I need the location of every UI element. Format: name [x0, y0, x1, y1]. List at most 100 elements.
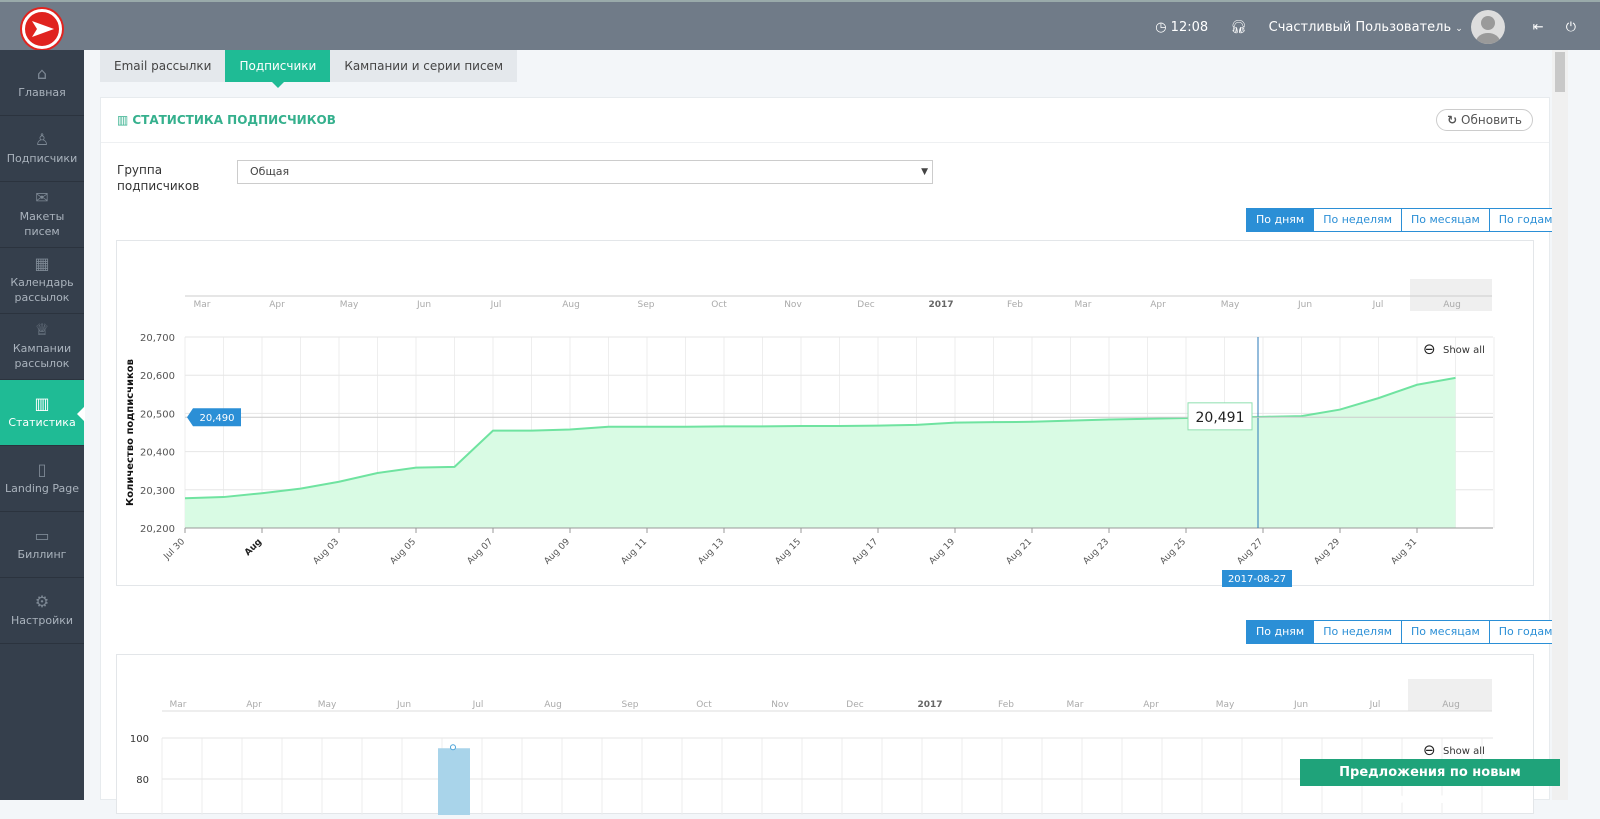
tab-1[interactable]: Подписчики: [225, 50, 331, 88]
sidebar-item-7[interactable]: ▭ Биллинг: [0, 512, 84, 578]
sidebar-item-2[interactable]: ✉ Макеты писем: [0, 182, 84, 248]
sidebar-item-0[interactable]: ⌂ Главная: [0, 50, 84, 116]
group-label: Группа подписчиков: [117, 163, 200, 193]
navigator-label: May: [340, 300, 359, 310]
sidebar-item-6[interactable]: ▯ Landing Page: [0, 446, 84, 512]
navigator-label: Oct: [696, 700, 712, 710]
navigator-label: May: [318, 700, 337, 710]
sidebar-item-label: Главная: [18, 85, 66, 99]
sidebar-item-1[interactable]: ♙ Подписчики: [0, 116, 84, 182]
navigator-label: Aug: [1442, 700, 1460, 710]
navigator-label: Mar: [194, 300, 211, 310]
y-tick-label: 80: [136, 775, 149, 786]
gear-icon: ⚙: [34, 591, 50, 611]
navigator-label: Jun: [1297, 300, 1312, 310]
y-tick-label: 20,700: [140, 333, 175, 344]
crosshair-y-label: 20,490: [200, 413, 235, 424]
user-menu[interactable]: Счастливый Пользователь ⌄: [1268, 19, 1463, 35]
users-icon: ♙: [34, 129, 50, 149]
y-tick-label: 20,500: [140, 409, 175, 420]
y-tick-label: 20,400: [140, 448, 175, 459]
period-button-0[interactable]: По дням: [1247, 209, 1314, 231]
show-all-button[interactable]: Show all: [1443, 746, 1485, 757]
app-logo[interactable]: [22, 9, 62, 49]
sidebar-item-label: Кампании рассылок: [12, 342, 72, 370]
headset-icon[interactable]: 🎧︎: [1230, 19, 1247, 35]
tab-2[interactable]: Кампании и серии писем: [344, 59, 503, 73]
x-tick-label: Aug 05: [389, 537, 419, 567]
period-button-3[interactable]: По годам: [1488, 621, 1562, 643]
wallet-icon: ▭: [34, 525, 50, 545]
home-icon: ⌂: [36, 63, 48, 83]
refresh-button[interactable]: ↻ Обновить: [1436, 109, 1533, 131]
period-button-1[interactable]: По неделям: [1313, 209, 1401, 231]
avatar[interactable]: [1470, 10, 1505, 44]
area-fill: [185, 377, 1456, 528]
x-tick-label: Aug 13: [697, 537, 727, 567]
crosshair-x-label: 2017-08-27: [1228, 574, 1286, 585]
clock-icon: ◷: [1155, 19, 1167, 35]
y-tick-label: 100: [130, 734, 149, 745]
card-title: СТАТИСТИКА ПОДПИСЧИКОВ: [132, 113, 336, 127]
chevron-down-icon: ⌄: [1455, 23, 1463, 34]
zoom-out-icon[interactable]: ⊖: [1423, 340, 1436, 358]
navigator-label: Apr: [1150, 300, 1166, 310]
subscribers-chart: Mar Apr May Jun Jul Aug Sep Oct Nov Dec 2017 Feb Mar…: [116, 240, 1534, 587]
navigator-label: 2017: [928, 300, 953, 310]
navigator-label: Dec: [846, 700, 863, 710]
sidebar-item-label: Биллинг: [17, 547, 67, 561]
navigator-label: Jun: [416, 300, 431, 310]
x-tick-label: Aug 17: [851, 537, 881, 567]
scrollbar-thumb[interactable]: [1555, 52, 1565, 92]
navigator-label: May: [1216, 700, 1235, 710]
zoom-out-icon[interactable]: ⊖: [1423, 741, 1436, 759]
sidebar-item-label: Настройки: [10, 613, 74, 627]
y-tick-label: 20,200: [140, 524, 175, 535]
navigator-label: Jun: [1293, 700, 1308, 710]
period-button-1[interactable]: По неделям: [1313, 621, 1401, 643]
period-button-0[interactable]: По дням: [1247, 621, 1314, 643]
group-select[interactable]: Общая ▼: [237, 160, 933, 184]
sidebar-item-5[interactable]: ▥ Статистика: [0, 380, 85, 446]
scrollbar[interactable]: [1552, 50, 1568, 800]
navigator-label: Mar: [1075, 300, 1092, 310]
navigator-selection: [1410, 279, 1492, 311]
navigator-label: Nov: [771, 700, 789, 710]
sidebar-item-label: Календарь рассылок: [10, 276, 74, 304]
logout-icon[interactable]: ⇤: [1532, 19, 1544, 35]
sidebar: ⌂ Главная ♙ Подписчики ✉ Макеты писем ▦ Календа…: [0, 50, 85, 800]
feedback-button[interactable]: Предложения по новым функциям: [1300, 759, 1560, 807]
bar: [438, 748, 470, 815]
x-tick-label: Aug 07: [466, 537, 496, 567]
navigator-label: 2017: [917, 700, 942, 710]
sidebar-item-label: Макеты писем: [19, 210, 65, 238]
sidebar-item-4[interactable]: ♕ Кампании рассылок: [0, 314, 84, 380]
show-all-button[interactable]: Show all: [1443, 345, 1485, 356]
power-icon[interactable]: ⏻: [1565, 19, 1576, 35]
sidebar-item-label: Landing Page: [5, 481, 79, 495]
period-button-3[interactable]: По годам: [1488, 209, 1562, 231]
x-tick-label: Aug 31: [1390, 537, 1420, 567]
x-tick-label: Aug 11: [620, 537, 650, 567]
navigator-label: Feb: [1007, 300, 1023, 310]
navigator-label: May: [1221, 300, 1240, 310]
navigator-label: Aug: [562, 300, 580, 310]
navigator-label: Aug: [544, 700, 562, 710]
navigator-selection: [1408, 679, 1492, 711]
navigator-label: Jul: [472, 700, 484, 710]
tab-0[interactable]: Email рассылки: [114, 59, 212, 73]
sidebar-item-8[interactable]: ⚙ Настройки: [0, 578, 84, 644]
navigator-label: Jul: [1369, 700, 1381, 710]
crosshair-y-label-bg: [187, 408, 241, 427]
x-tick-label: Aug 19: [928, 537, 958, 567]
period-button-2[interactable]: По месяцам: [1401, 621, 1489, 643]
crosshair-x-label-bg: [1222, 570, 1292, 587]
period-button-2[interactable]: По месяцам: [1401, 209, 1489, 231]
x-tick-label: Aug 25: [1159, 537, 1189, 567]
tooltip-box: [1187, 402, 1253, 431]
sidebar-item-3[interactable]: ▦ Календарь рассылок: [0, 248, 84, 314]
x-tick-label: Aug 09: [543, 537, 573, 567]
sidebar-item-label: Подписчики: [6, 151, 78, 165]
bar-chart-icon: ▥: [34, 393, 50, 413]
x-tick-label: Aug 29: [1313, 537, 1343, 567]
